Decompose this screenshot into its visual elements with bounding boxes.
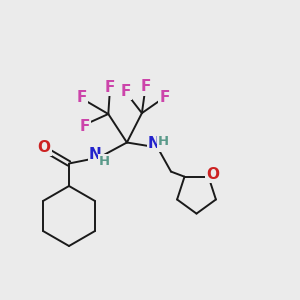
Text: N: N: [148, 136, 161, 151]
Text: F: F: [141, 80, 151, 94]
Text: F: F: [105, 80, 115, 95]
Text: H: H: [158, 135, 169, 148]
Text: O: O: [37, 140, 50, 154]
Text: F: F: [80, 119, 90, 134]
Text: N: N: [89, 147, 102, 162]
Text: F: F: [160, 90, 170, 105]
Text: H: H: [99, 155, 110, 168]
Text: O: O: [206, 167, 219, 182]
Text: F: F: [77, 90, 87, 105]
Text: F: F: [120, 84, 130, 99]
